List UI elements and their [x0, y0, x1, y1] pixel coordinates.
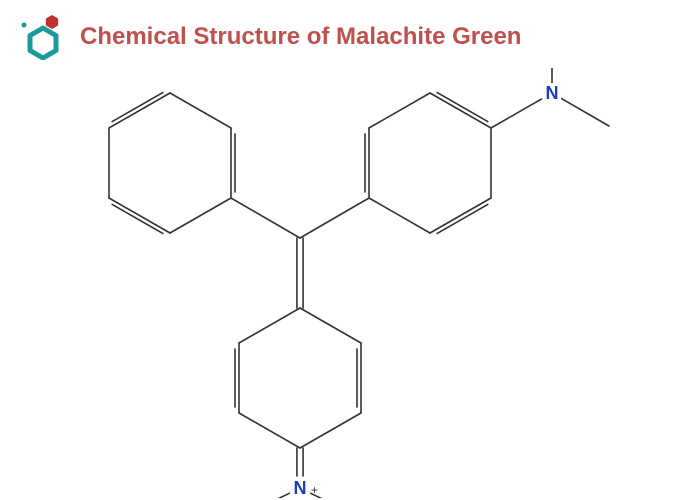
logo-icon	[18, 14, 64, 60]
header: Chemical Structure of Malachite Green	[0, 0, 700, 68]
page-title: Chemical Structure of Malachite Green	[80, 23, 521, 51]
svg-text:N: N	[546, 83, 559, 103]
svg-text:N: N	[294, 478, 307, 498]
svg-text:+: +	[311, 483, 318, 497]
chemical-structure-diagram: N N +	[0, 68, 700, 498]
